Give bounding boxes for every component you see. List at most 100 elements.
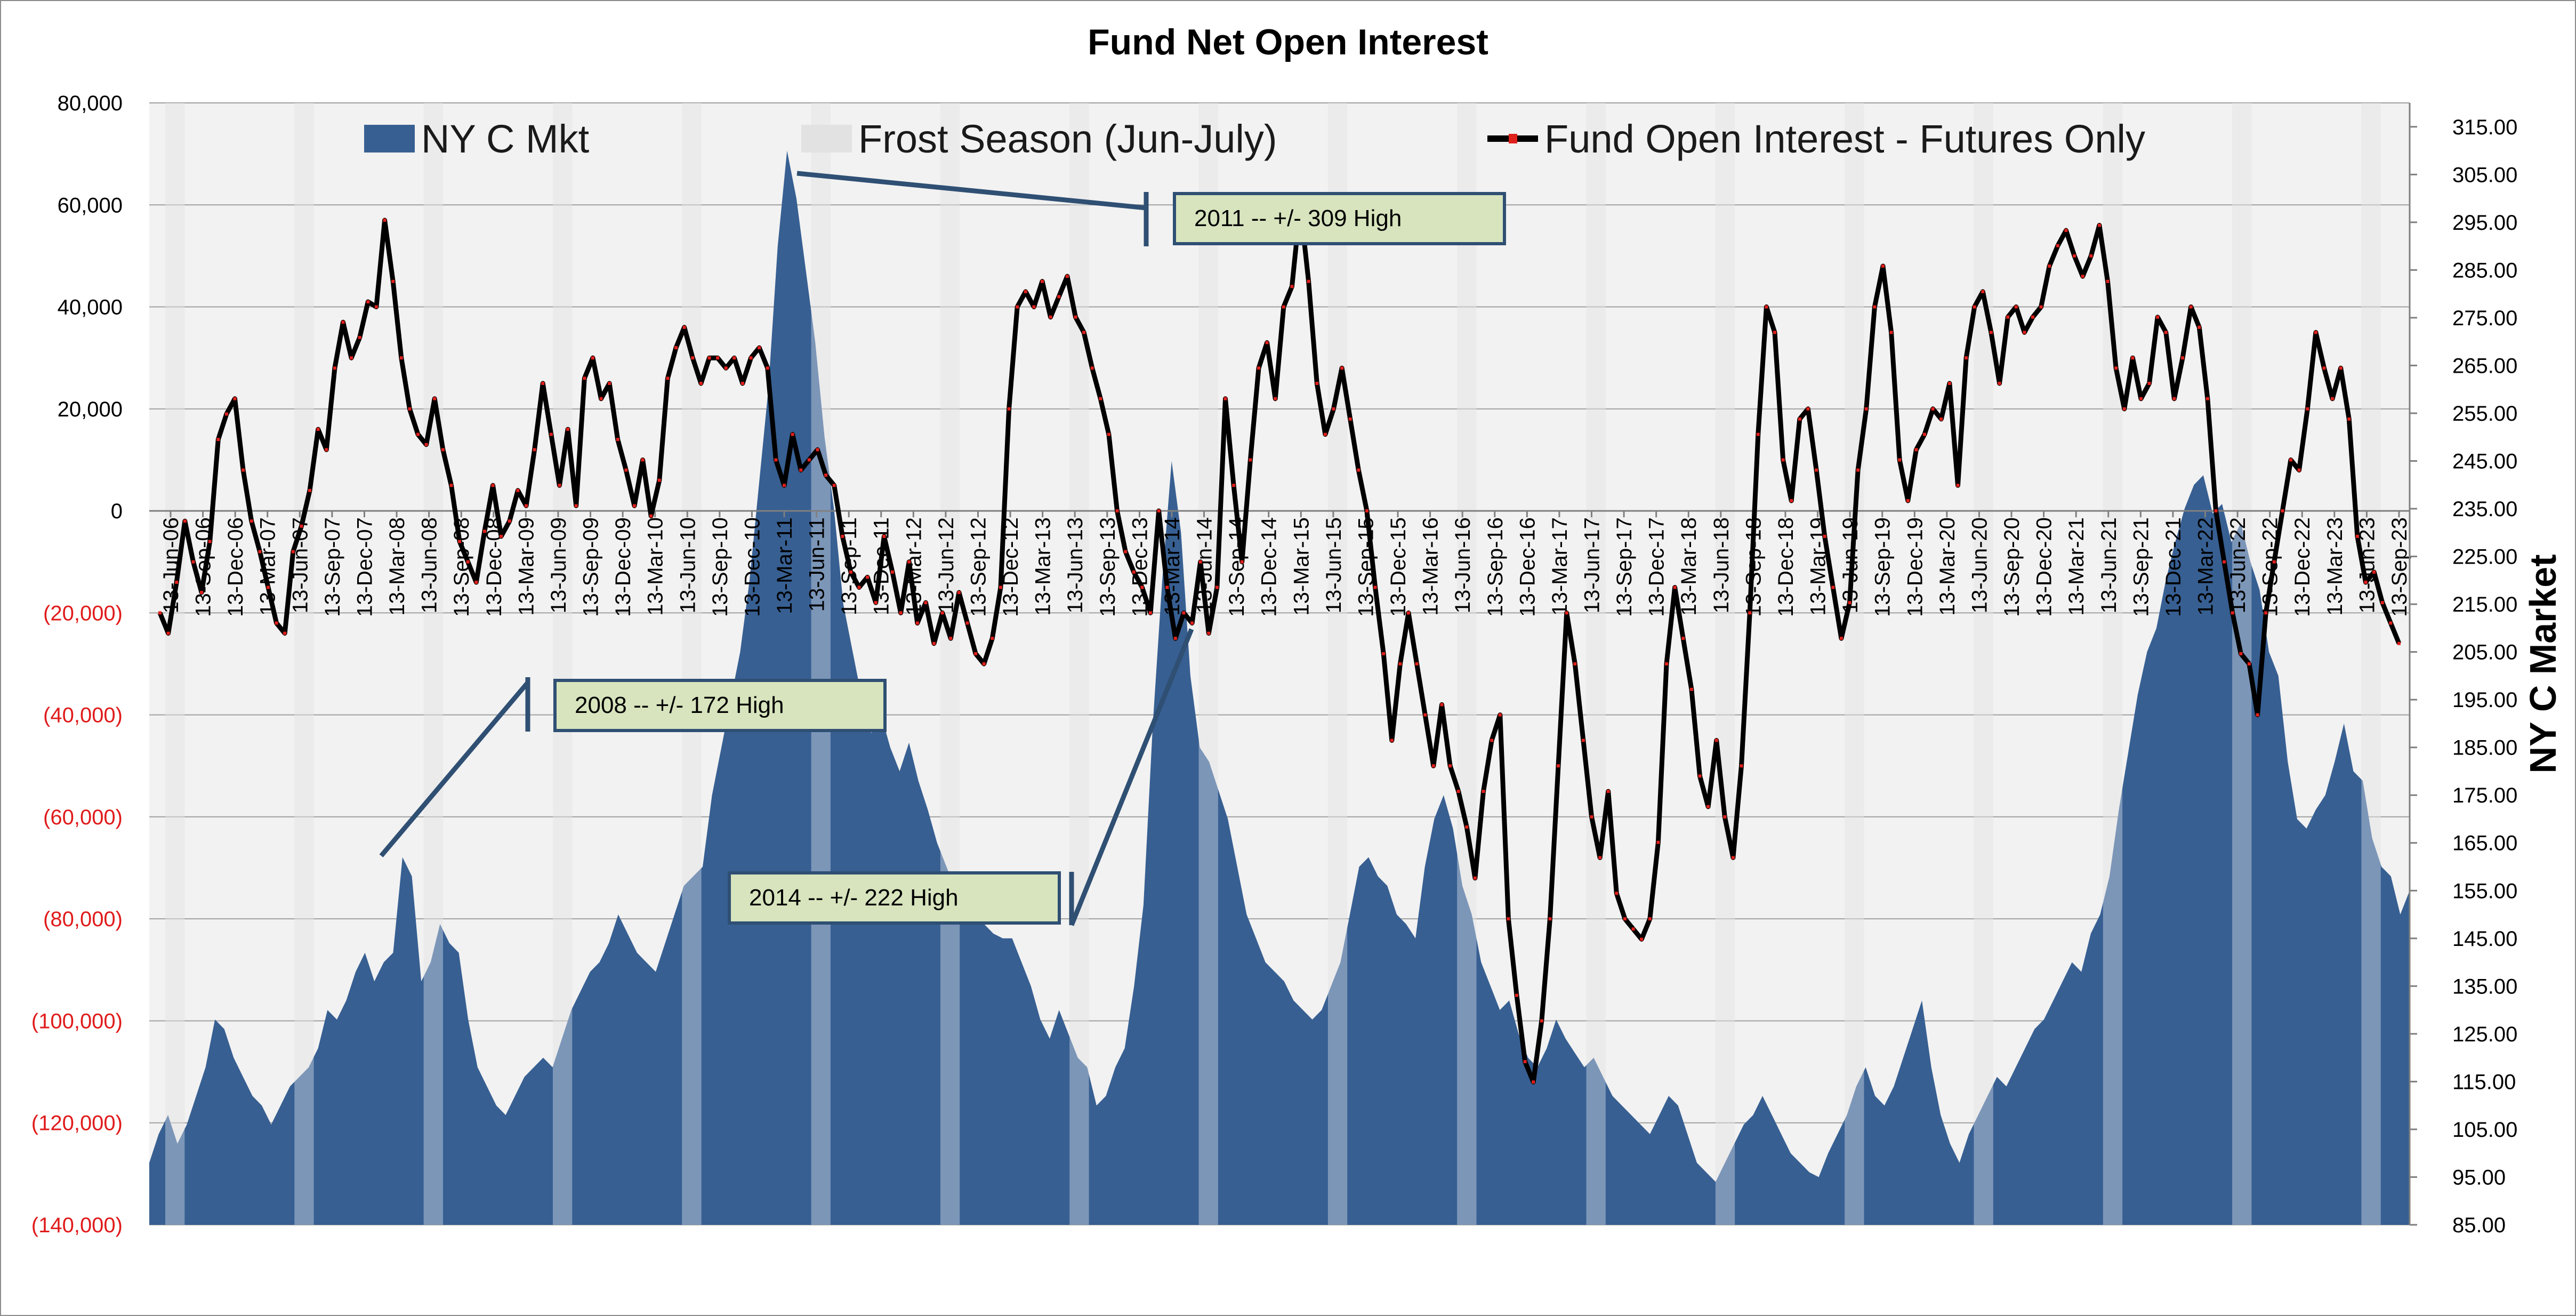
- frost-tint: [423, 103, 443, 1225]
- line-marker: [2089, 254, 2093, 258]
- left-tick-label: 20,000: [58, 398, 123, 421]
- left-tick-label: (120,000): [31, 1112, 123, 1135]
- line-marker: [957, 591, 961, 595]
- line-marker: [1773, 331, 1776, 334]
- frost-tint: [165, 103, 185, 1225]
- right-tick-label: 85.00: [2452, 1214, 2506, 1237]
- line-marker: [2189, 305, 2193, 309]
- line-marker: [441, 448, 445, 452]
- frost-band: [1715, 103, 1735, 1225]
- x-tick-label: 13-Sep-21: [2129, 517, 2153, 617]
- x-tick-label: 13-Mar-18: [1677, 517, 1701, 616]
- line-marker: [791, 432, 794, 436]
- line-marker: [608, 382, 611, 385]
- frost-band: [1069, 103, 1089, 1225]
- line-marker: [2397, 641, 2401, 645]
- x-tick-label: 13-Jun-12: [935, 517, 958, 613]
- line-marker: [166, 631, 170, 635]
- line-marker: [1681, 637, 1685, 640]
- legend-label-frost-season: Frost Season (Jun-July): [858, 116, 1277, 161]
- line-marker: [1065, 275, 1069, 278]
- line-marker: [2139, 397, 2143, 400]
- x-tick-label: 13-Sep-07: [321, 517, 344, 617]
- line-marker: [1473, 876, 1477, 880]
- line-marker: [949, 637, 953, 640]
- line-marker: [1606, 790, 1610, 793]
- left-tick-label: (60,000): [43, 806, 123, 829]
- line-marker: [208, 540, 212, 543]
- line-marker: [283, 631, 287, 635]
- x-tick-label: 13-Jun-10: [676, 517, 699, 613]
- x-tick-label: 13-Sep-19: [1871, 517, 1895, 617]
- line-marker: [1740, 764, 1743, 768]
- line-marker: [740, 382, 744, 385]
- right-tick-label: 185.00: [2452, 736, 2517, 760]
- line-marker: [1465, 825, 1469, 829]
- line-marker: [1440, 703, 1444, 707]
- legend-label-ny-c-mkt: NY C Mkt: [421, 116, 590, 161]
- line-marker: [2039, 305, 2043, 309]
- line-marker: [2256, 713, 2259, 717]
- callout-2008-text: 2008 -- +/- 172 High: [575, 692, 784, 718]
- line-marker: [974, 652, 978, 655]
- right-tick-label: 305.00: [2452, 163, 2517, 187]
- x-tick-label: 13-Dec-10: [740, 517, 764, 617]
- line-marker: [1157, 509, 1161, 513]
- x-tick-label: 13-Jun-17: [1581, 517, 1604, 613]
- left-tick-label: 60,000: [58, 194, 123, 217]
- line-marker: [682, 325, 686, 329]
- line-marker: [1407, 611, 1411, 615]
- line-marker: [924, 601, 928, 605]
- line-marker: [915, 621, 919, 625]
- line-marker: [699, 382, 703, 385]
- line-marker: [874, 601, 878, 605]
- line-marker: [1090, 366, 1094, 370]
- x-tick-label: 13-Dec-17: [1645, 517, 1669, 617]
- line-marker: [558, 484, 561, 487]
- callout-2014-high: 2014 -- +/- 222 High: [728, 871, 1061, 925]
- x-tick-label: 13-Sep-09: [579, 517, 603, 617]
- left-tick-label: (80,000): [43, 908, 123, 931]
- line-marker: [732, 356, 736, 360]
- frost-tint: [940, 103, 960, 1225]
- line-marker: [308, 488, 312, 492]
- line-marker: [482, 529, 486, 533]
- x-tick-label: 13-Jun-11: [806, 517, 829, 612]
- line-marker: [2247, 662, 2251, 665]
- line-marker: [857, 585, 861, 589]
- line-marker: [824, 474, 828, 477]
- line-marker: [1898, 458, 1902, 462]
- line-marker: [2106, 279, 2110, 283]
- line-marker: [1656, 840, 1660, 844]
- line-marker: [1831, 585, 1835, 589]
- right-tick-label: 165.00: [2452, 832, 2517, 855]
- line-marker: [1415, 662, 1419, 665]
- line-marker: [1357, 468, 1361, 472]
- frost-tint: [1457, 103, 1477, 1225]
- line-marker: [1515, 993, 1518, 997]
- line-marker: [1790, 499, 1793, 502]
- right-tick-label: 265.00: [2452, 354, 2517, 378]
- line-marker: [1348, 417, 1352, 421]
- line-marker: [2181, 356, 2185, 360]
- line-marker: [1365, 509, 1368, 513]
- x-tick-label: 13-Sep-13: [1096, 517, 1120, 617]
- left-tick-label: 40,000: [58, 296, 123, 319]
- line-marker: [1581, 739, 1585, 742]
- line-marker: [2272, 560, 2276, 564]
- x-tick-label: 13-Jun-18: [1710, 517, 1733, 613]
- line-marker: [1290, 285, 1294, 288]
- right-tick-label: 255.00: [2452, 402, 2517, 426]
- line-marker: [1232, 484, 1236, 487]
- frost-tint: [2361, 103, 2381, 1225]
- line-marker: [799, 468, 803, 472]
- frost-tint: [552, 103, 573, 1225]
- x-tick-label: 13-Dec-22: [2291, 517, 2314, 617]
- line-marker: [1714, 739, 1718, 742]
- line-marker: [408, 407, 412, 411]
- leader-2011: [796, 171, 1147, 211]
- line-marker: [1332, 407, 1335, 411]
- x-tick-label: 13-Dec-06: [224, 517, 247, 617]
- line-marker: [1623, 917, 1627, 921]
- line-marker: [940, 611, 944, 615]
